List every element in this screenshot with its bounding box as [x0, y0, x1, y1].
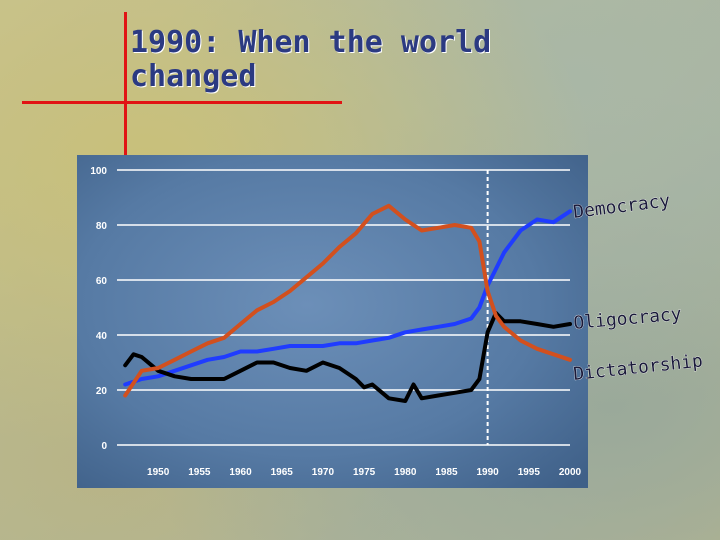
y-tick-label: 40 — [96, 331, 108, 342]
x-tick-label: 1955 — [188, 467, 211, 478]
y-tick-labels: 0 20 40 60 80 100 — [90, 166, 107, 452]
series-lines — [123, 203, 572, 403]
decorative-vertical-line — [124, 12, 127, 180]
y-tick-label: 0 — [101, 441, 107, 452]
series-line-democracy — [123, 209, 572, 387]
x-tick-label: 1970 — [312, 467, 335, 478]
y-tick-label: 100 — [90, 166, 107, 177]
x-tick-label: 2000 — [559, 467, 582, 478]
series-label-dictatorship: Dictatorship — [572, 350, 704, 384]
decorative-horizontal-line — [22, 101, 342, 104]
series-label-oligocracy: Oligocracy — [573, 304, 683, 334]
series-line-oligocracy — [123, 311, 572, 403]
x-tick-label: 1995 — [518, 467, 541, 478]
x-tick-label: 1950 — [147, 467, 170, 478]
gridlines — [117, 169, 570, 446]
x-tick-label: 1975 — [353, 467, 376, 478]
y-tick-label: 20 — [96, 386, 108, 397]
x-tick-label: 1990 — [477, 467, 500, 478]
y-tick-label: 80 — [96, 221, 108, 232]
slide-title: 1990: When the world changed — [130, 25, 492, 94]
x-tick-label: 1960 — [229, 467, 252, 478]
x-tick-label: 1965 — [271, 467, 294, 478]
y-tick-label: 60 — [96, 276, 108, 287]
x-tick-label: 1980 — [394, 467, 417, 478]
x-tick-labels: 1950 1955 1960 1965 1970 1975 1980 1985 1990 1995… — [147, 467, 582, 478]
x-tick-label: 1985 — [435, 467, 458, 478]
series-line-dictatorship — [123, 203, 572, 398]
